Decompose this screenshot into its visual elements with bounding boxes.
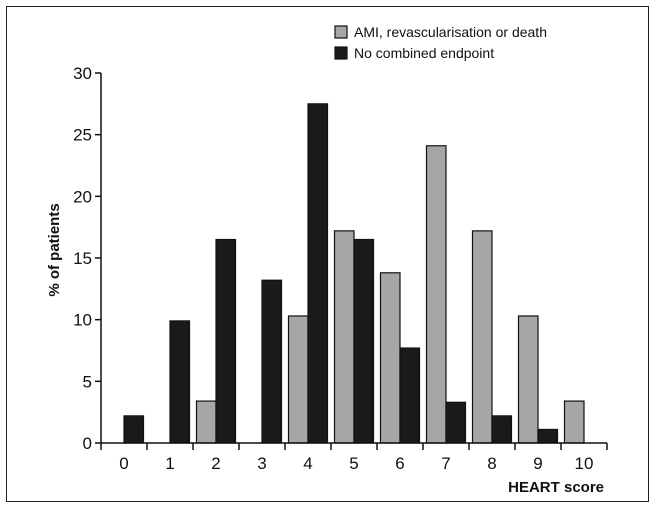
- y-axis-title: % of patients: [46, 203, 63, 296]
- bar-ami-8: [471, 230, 493, 444]
- bar-ami-5: [333, 230, 355, 444]
- bar-no-endpoint-0: [123, 415, 145, 444]
- bar-no-endpoint-3: [261, 279, 283, 444]
- x-tick-label-6: 6: [395, 454, 404, 473]
- bar-no-endpoint-4: [307, 103, 329, 444]
- chart-frame: 0 5 10 15 20 25 30 0 1 2 3 4 5 6 7 8 9 10 % of patients …: [6, 6, 649, 502]
- x-tick-label-10: 10: [575, 454, 594, 473]
- legend: AMI, revascularisation or death No combi…: [334, 24, 547, 61]
- bar-no-endpoint-6: [399, 347, 421, 444]
- bar-ami-6: [379, 272, 401, 444]
- bar-no-endpoint-2: [215, 238, 237, 444]
- bar-ami-10: [563, 400, 585, 444]
- x-tick-label-7: 7: [441, 454, 450, 473]
- y-tick-label-0: 0: [83, 434, 92, 453]
- y-tick-label-25: 25: [73, 126, 92, 145]
- x-tick-label-5: 5: [349, 454, 358, 473]
- x-tick-label-1: 1: [165, 454, 174, 473]
- y-tick-label-30: 30: [73, 64, 92, 83]
- x-tick-label-4: 4: [303, 454, 312, 473]
- y-ticks-group: 0 5 10 15 20 25 30: [73, 64, 101, 453]
- bar-no-endpoint-5: [353, 238, 375, 444]
- y-tick-label-20: 20: [73, 187, 92, 206]
- x-tick-label-3: 3: [257, 454, 266, 473]
- bar-ami-4: [287, 315, 309, 444]
- bar-no-endpoint-9: [537, 428, 559, 444]
- legend-swatch-no-endpoint: [334, 46, 348, 60]
- y-tick-label-5: 5: [83, 372, 92, 391]
- bar-ami-2: [195, 400, 217, 444]
- bars-group: [123, 103, 585, 444]
- y-tick-label-15: 15: [73, 249, 92, 268]
- y-tick-label-10: 10: [73, 311, 92, 330]
- x-axis-title: HEART score: [508, 479, 604, 496]
- bar-no-endpoint-8: [491, 415, 513, 444]
- bar-ami-9: [517, 315, 539, 444]
- legend-swatch-ami: [334, 25, 348, 39]
- x-tick-label-0: 0: [119, 454, 128, 473]
- legend-label-no-endpoint: No combined endpoint: [354, 45, 494, 61]
- bar-no-endpoint-7: [445, 401, 467, 444]
- x-tick-label-9: 9: [533, 454, 542, 473]
- legend-label-ami: AMI, revascularisation or death: [354, 24, 547, 40]
- x-tick-label-8: 8: [487, 454, 496, 473]
- bar-ami-7: [425, 145, 447, 444]
- bar-no-endpoint-1: [169, 320, 191, 444]
- x-tick-label-2: 2: [211, 454, 220, 473]
- x-ticks-group: 0 1 2 3 4 5 6 7 8 9 10: [100, 443, 608, 473]
